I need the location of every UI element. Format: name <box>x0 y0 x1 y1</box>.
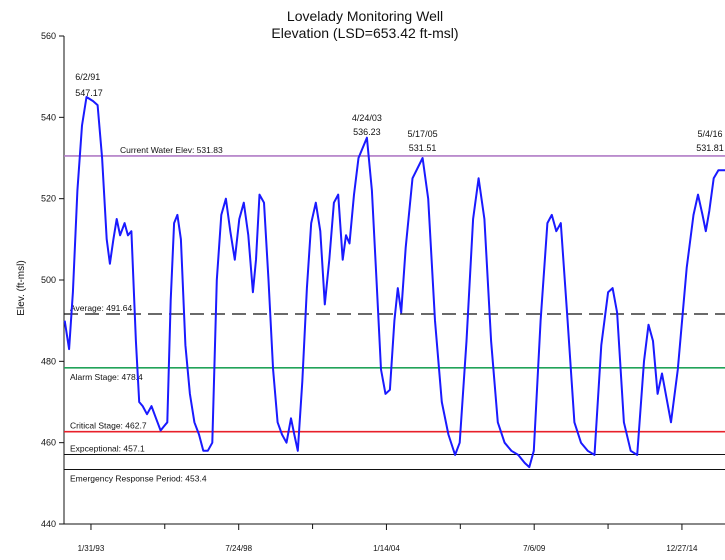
x-tick-label-4: 12/27/14 <box>666 544 698 553</box>
x-tick-label-1: 7/24/98 <box>225 544 252 553</box>
chart-title-line1: Lovelady Monitoring Well <box>286 8 444 24</box>
reference-label-1: Average: 491.64 <box>70 303 132 313</box>
reference-label-5: Emergency Response Period: 453.4 <box>70 474 207 484</box>
annotation-date-1: 4/24/03 <box>352 113 382 123</box>
chart-subtitle: Elevation (LSD=653.42 ft-msl) <box>271 25 459 41</box>
reference-label-4: Expceptional: 457.1 <box>70 443 145 453</box>
y-tick-label-520: 520 <box>41 194 56 204</box>
annotation-date-3: 5/4/16 <box>697 129 722 139</box>
reference-label-0: Current Water Elev: 531.83 <box>120 145 223 155</box>
annotation-date-2: 5/17/05 <box>408 129 438 139</box>
annotation-value-3: 531.81 <box>696 143 724 153</box>
x-tick-label-0: 1/31/93 <box>78 544 105 553</box>
annotation-value-0: 547.17 <box>75 88 103 98</box>
x-tick-label-2: 1/14/04 <box>373 544 400 553</box>
annotation-value-2: 531.51 <box>409 143 437 153</box>
data-series <box>63 96 725 469</box>
y-tick-label-440: 440 <box>41 519 56 529</box>
y-tick-label-500: 500 <box>41 275 56 285</box>
y-tick-label-480: 480 <box>41 356 56 366</box>
annotation-date-0: 6/2/91 <box>75 72 100 82</box>
peak-annotations: 6/2/91 547.17 4/24/03 536.23 5/17/05 531.51 5/… <box>75 72 723 153</box>
chart-axes: 440 460 480 500 520 540 560 1/31/93 7/24/98 1/14/… <box>41 31 725 553</box>
y-tick-label-540: 540 <box>41 112 56 122</box>
x-tick-label-3: 7/6/09 <box>523 544 546 553</box>
reference-lines: Current Water Elev: 531.83 Average: 491.6… <box>64 145 725 484</box>
series-line-0 <box>63 96 725 469</box>
y-tick-label-560: 560 <box>41 31 56 41</box>
annotation-value-1: 536.23 <box>353 127 381 137</box>
reference-label-2: Alarm Stage: 478.4 <box>70 372 143 382</box>
y-axis-label: Elev. (ft-msl) <box>16 260 27 315</box>
y-tick-label-460: 460 <box>41 438 56 448</box>
chart-title: Lovelady Monitoring Well Elevation (LSD=… <box>200 8 530 42</box>
reference-label-3: Critical Stage: 462.7 <box>70 421 147 431</box>
